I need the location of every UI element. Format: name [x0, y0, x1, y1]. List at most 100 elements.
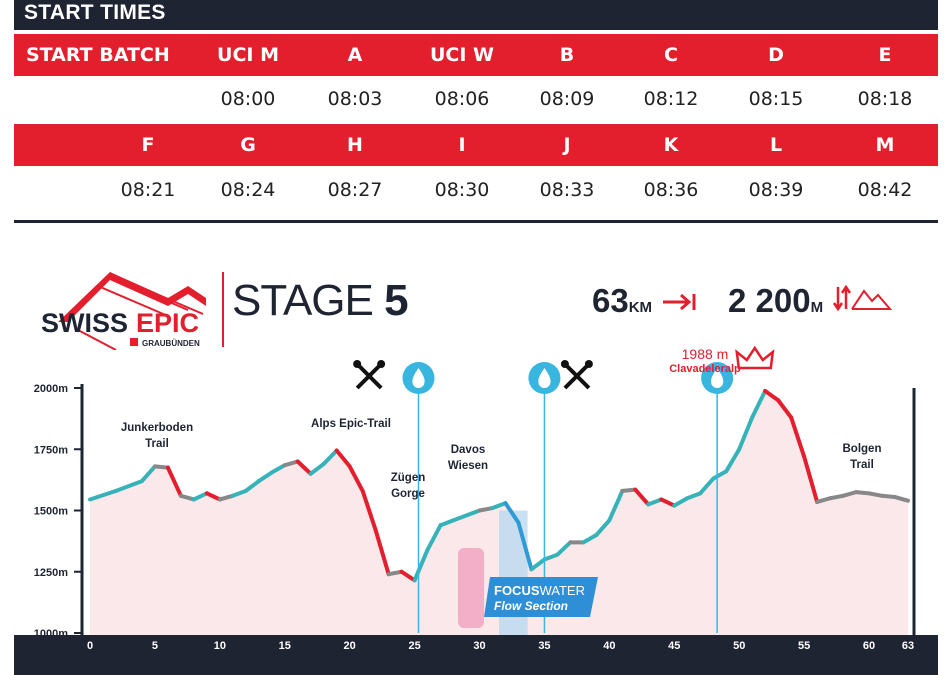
- trail-label: Trail: [145, 438, 169, 450]
- tools-icon: [355, 362, 383, 390]
- profile-segment: [282, 459, 300, 468]
- trail-label: Bolgen: [843, 443, 882, 455]
- profile-segment: [88, 488, 118, 502]
- summit-altitude: 1988 m: [682, 346, 729, 362]
- batch-time: 08:24: [220, 179, 276, 201]
- profile-segment: [698, 476, 716, 496]
- profile-segment: [308, 461, 326, 476]
- profile-segment: [412, 547, 430, 583]
- batch-time: 08:18: [857, 88, 913, 110]
- profile-segment: [217, 493, 235, 502]
- crown-icon: [735, 345, 775, 370]
- separator: [14, 220, 938, 223]
- profile-segment: [269, 463, 287, 475]
- x-tick-label: 55: [798, 640, 810, 652]
- profile-segment: [295, 459, 313, 476]
- y-tick-label: 2000m: [34, 383, 68, 395]
- y-tick-label: 1750m: [34, 444, 68, 456]
- profile-segment: [841, 490, 859, 498]
- distance-value: 63: [592, 282, 629, 319]
- profile-segment: [607, 488, 625, 523]
- profile-segment: [828, 493, 846, 501]
- x-tick-label: 50: [733, 640, 745, 652]
- distance-unit: KM: [628, 299, 653, 316]
- batch-header: A: [347, 44, 363, 66]
- x-tick-label: 15: [279, 640, 291, 652]
- batch-header: M: [875, 134, 895, 156]
- profile-segment: [776, 398, 794, 420]
- tools-icon-end: [560, 360, 569, 368]
- batch-time: 08:03: [327, 88, 383, 110]
- profile-segment: [113, 479, 144, 493]
- focus-brand: FOCUSWATER: [494, 583, 585, 598]
- profile-segment: [893, 495, 910, 503]
- swiss-flag-icon: [130, 338, 138, 346]
- batch-header: UCI W: [429, 44, 494, 66]
- profile-segment: [243, 479, 261, 493]
- profile-segment: [620, 487, 638, 493]
- tools-icon-end: [584, 360, 593, 368]
- profile-segment: [633, 487, 651, 507]
- batch-header: D: [768, 44, 784, 66]
- mountain-logo-icon: [58, 272, 206, 350]
- batch-header: L: [769, 134, 783, 156]
- footer-bar: [14, 655, 938, 675]
- profile-segment: [386, 569, 404, 577]
- batch-header: F: [141, 134, 155, 156]
- batch-header: J: [563, 134, 571, 156]
- profile-segment: [360, 488, 378, 533]
- start-batch-label: START BATCH: [26, 44, 170, 66]
- batch-header: K: [663, 134, 679, 156]
- batch-header: C: [664, 44, 678, 66]
- x-tick-label: 60: [863, 640, 875, 652]
- profile-segment: [672, 496, 690, 508]
- batch-header: B: [559, 44, 575, 66]
- climb-value: 2 200: [728, 282, 811, 319]
- x-tick-label: 20: [344, 640, 356, 652]
- profile-segment: [542, 552, 560, 562]
- profile-segment: [724, 447, 742, 474]
- profile-segment: [230, 488, 248, 498]
- profile-segment: [204, 491, 222, 502]
- x-tick-label: 25: [408, 640, 420, 652]
- trail-label: Zügen: [391, 472, 426, 484]
- profile-segment: [490, 501, 508, 511]
- profile-segment: [646, 497, 664, 507]
- profile-segment: [594, 518, 612, 537]
- climb-stat: 2 200M: [728, 282, 893, 320]
- profile-segment: [529, 557, 547, 572]
- batch-row-1: START BATCH: [14, 34, 938, 76]
- profile-segment: [165, 465, 183, 498]
- stage-title: STAGE 5: [232, 276, 409, 326]
- batch-time: 08:21: [120, 179, 176, 201]
- profile-segment: [854, 490, 872, 496]
- logo-text-left: SWISS: [41, 308, 128, 338]
- profile-segment: [815, 496, 833, 504]
- water-drop-shape: [412, 368, 425, 388]
- batch-time: 08:12: [643, 88, 699, 110]
- distance-stat: 63KM: [592, 282, 697, 320]
- batch-time: 08:42: [857, 179, 913, 201]
- batch-time: 08:27: [327, 179, 383, 201]
- swiss-epic-logo: SWISS EPIC GRAUBÜNDEN: [41, 272, 206, 350]
- trail-label: Gorge: [391, 488, 425, 500]
- trail-label: Wiesen: [448, 460, 488, 472]
- tools-icon-end: [353, 360, 362, 368]
- profile-segment: [152, 464, 170, 470]
- x-tick-label: 0: [87, 640, 93, 652]
- distance-arrow-icon: [663, 293, 696, 311]
- profile-segment: [516, 520, 534, 572]
- y-tick-label: 1500m: [34, 506, 68, 518]
- x-tick-label: 63: [902, 640, 914, 652]
- profile-segment: [256, 470, 274, 484]
- profile-segment: [867, 491, 885, 498]
- batch-time: 08:39: [748, 179, 804, 201]
- profile-segment: [191, 491, 209, 502]
- profile-segment: [321, 448, 339, 466]
- batch-header: E: [878, 44, 892, 66]
- page-title: START TIMES: [24, 1, 166, 24]
- batch-time: 08:33: [539, 179, 595, 201]
- profile-segment: [139, 464, 157, 484]
- trail-label: Junkerboden: [121, 422, 193, 434]
